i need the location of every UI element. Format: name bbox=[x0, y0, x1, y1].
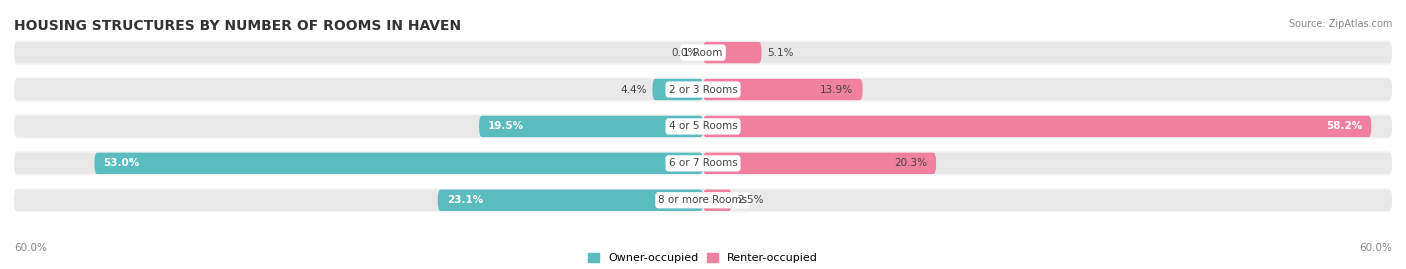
Text: 60.0%: 60.0% bbox=[14, 243, 46, 253]
Text: 5.1%: 5.1% bbox=[768, 48, 794, 58]
FancyBboxPatch shape bbox=[703, 42, 762, 63]
FancyBboxPatch shape bbox=[14, 188, 1392, 213]
Legend: Owner-occupied, Renter-occupied: Owner-occupied, Renter-occupied bbox=[583, 249, 823, 268]
FancyBboxPatch shape bbox=[437, 190, 703, 211]
FancyBboxPatch shape bbox=[14, 190, 1392, 211]
Text: 4.4%: 4.4% bbox=[620, 84, 647, 94]
Text: 2.5%: 2.5% bbox=[738, 195, 763, 205]
Text: 0.0%: 0.0% bbox=[671, 48, 697, 58]
FancyBboxPatch shape bbox=[94, 153, 703, 174]
Text: 58.2%: 58.2% bbox=[1326, 121, 1362, 132]
FancyBboxPatch shape bbox=[14, 116, 1392, 137]
FancyBboxPatch shape bbox=[14, 114, 1392, 139]
FancyBboxPatch shape bbox=[14, 79, 1392, 100]
FancyBboxPatch shape bbox=[652, 79, 703, 100]
FancyBboxPatch shape bbox=[14, 40, 1392, 65]
FancyBboxPatch shape bbox=[703, 153, 936, 174]
Text: 60.0%: 60.0% bbox=[1360, 243, 1392, 253]
Text: HOUSING STRUCTURES BY NUMBER OF ROOMS IN HAVEN: HOUSING STRUCTURES BY NUMBER OF ROOMS IN… bbox=[14, 19, 461, 33]
FancyBboxPatch shape bbox=[14, 77, 1392, 102]
Text: 20.3%: 20.3% bbox=[894, 158, 927, 168]
FancyBboxPatch shape bbox=[479, 116, 703, 137]
Text: 19.5%: 19.5% bbox=[488, 121, 524, 132]
Text: 4 or 5 Rooms: 4 or 5 Rooms bbox=[669, 121, 737, 132]
Text: 13.9%: 13.9% bbox=[820, 84, 853, 94]
FancyBboxPatch shape bbox=[703, 190, 731, 211]
FancyBboxPatch shape bbox=[14, 151, 1392, 176]
FancyBboxPatch shape bbox=[703, 79, 863, 100]
Text: 6 or 7 Rooms: 6 or 7 Rooms bbox=[669, 158, 737, 168]
Text: Source: ZipAtlas.com: Source: ZipAtlas.com bbox=[1288, 19, 1392, 29]
Text: 1 Room: 1 Room bbox=[683, 48, 723, 58]
Text: 2 or 3 Rooms: 2 or 3 Rooms bbox=[669, 84, 737, 94]
Text: 53.0%: 53.0% bbox=[104, 158, 139, 168]
FancyBboxPatch shape bbox=[703, 116, 1371, 137]
FancyBboxPatch shape bbox=[14, 153, 1392, 174]
FancyBboxPatch shape bbox=[14, 42, 1392, 63]
Text: 23.1%: 23.1% bbox=[447, 195, 484, 205]
Text: 8 or more Rooms: 8 or more Rooms bbox=[658, 195, 748, 205]
